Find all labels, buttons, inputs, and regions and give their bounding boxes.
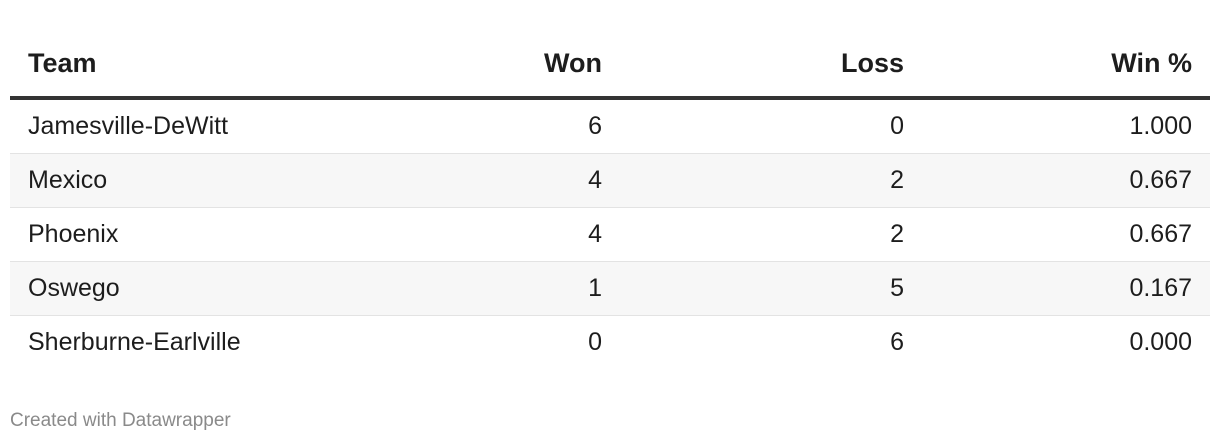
cell-won: 4 <box>320 153 620 208</box>
cell-loss: 2 <box>620 207 922 262</box>
cell-team: Mexico <box>10 153 320 208</box>
header-row: Team Won Loss Win % <box>10 30 1210 100</box>
table-row: Jamesville-DeWitt 6 0 1.000 <box>10 98 1210 154</box>
column-header-win-pct: Win % <box>922 30 1210 100</box>
cell-team: Sherburne-Earlville <box>28 328 241 356</box>
cell-win-pct: 0.167 <box>922 261 1210 316</box>
standings-table: Team Won Loss Win % Jamesville-DeWitt 6 0 1… <box>10 30 1210 369</box>
table-row: Mexico 4 2 0.667 <box>10 153 1210 208</box>
cell-win-pct: 0.667 <box>922 207 1210 262</box>
cell-loss: 0 <box>620 98 922 154</box>
cell-won: 6 <box>320 98 620 154</box>
cell-win-pct: 0.000 <box>1129 328 1192 356</box>
cell-loss: 2 <box>620 153 922 208</box>
table-row: Sherburne-Earlville 0 6 0.000 <box>10 316 1210 370</box>
datawrapper-credit: Created with Datawrapper <box>10 410 231 431</box>
cell-loss: 5 <box>620 261 922 316</box>
column-header-team: Team <box>10 30 320 100</box>
cell-won: 1 <box>320 261 620 316</box>
cell-win-pct: 1.000 <box>922 98 1210 154</box>
cell-win-pct: 0.667 <box>922 153 1210 208</box>
cell-team: Oswego <box>10 261 320 316</box>
table-row: Oswego 1 5 0.167 <box>10 261 1210 316</box>
cell-won: 0 <box>588 328 602 356</box>
column-header-won: Won <box>320 30 620 100</box>
table-row: Phoenix 4 2 0.667 <box>10 207 1210 262</box>
cell-loss: 6 <box>890 328 904 356</box>
column-header-loss: Loss <box>620 30 922 100</box>
cell-won: 4 <box>320 207 620 262</box>
cell-team: Phoenix <box>10 207 320 262</box>
cell-team: Jamesville-DeWitt <box>10 98 320 154</box>
